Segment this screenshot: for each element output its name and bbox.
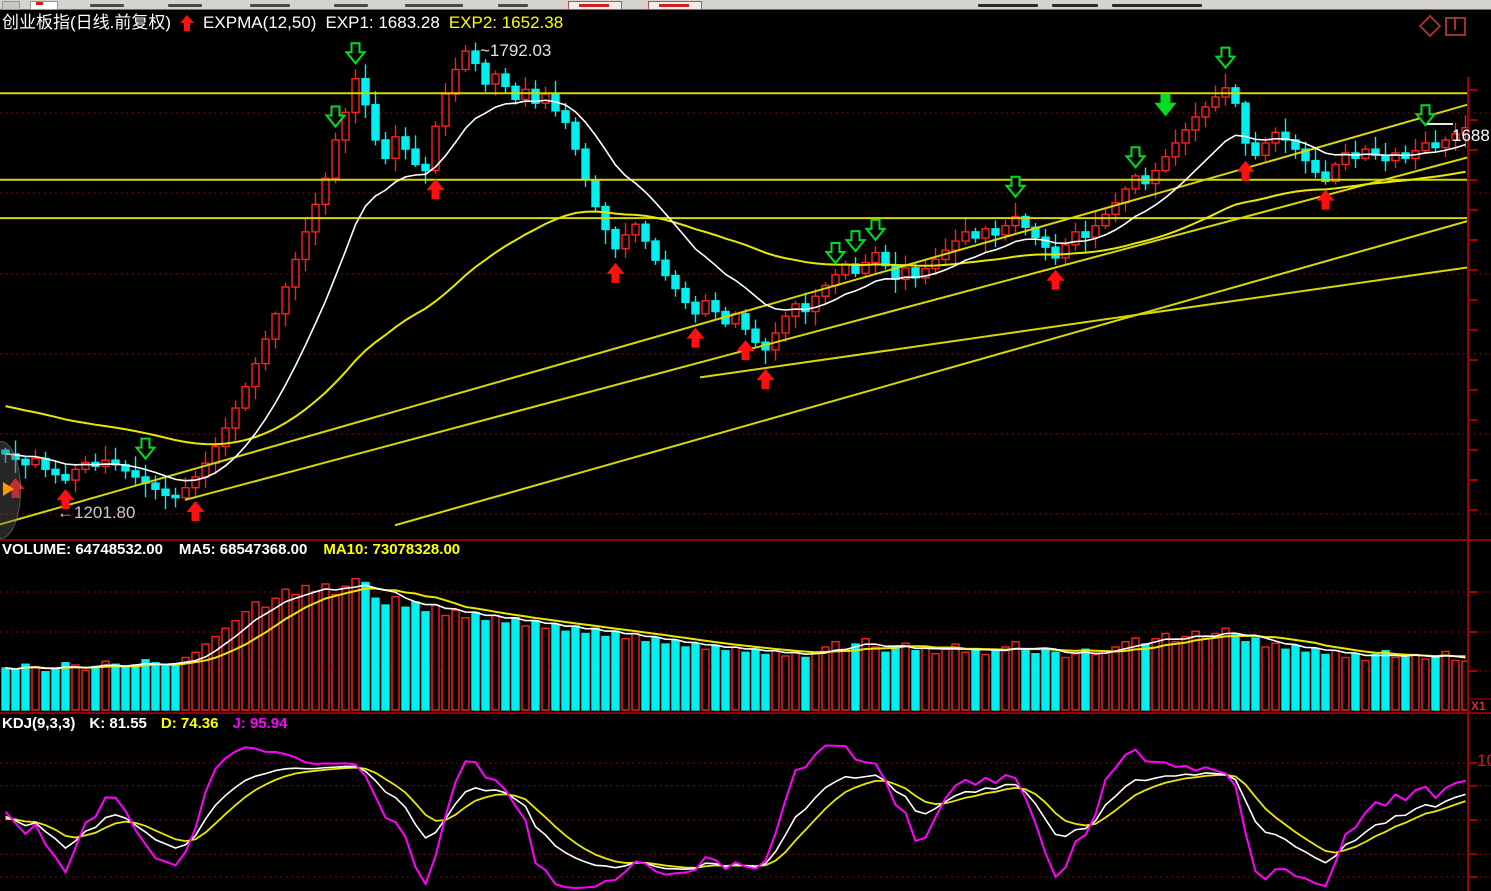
kdj-j-value: J: 95.94 — [232, 715, 288, 732]
indicator-name: EXPMA(12,50) — [203, 13, 317, 32]
menu-item-fragment[interactable] — [334, 4, 368, 7]
split-window-icon[interactable] — [1445, 17, 1466, 36]
logo-red-mark — [36, 2, 43, 5]
volume-pane-header: VOLUME: 64748532.00 MA5: 68547368.00 MA1… — [2, 542, 460, 557]
volume-ma5-value: MA5: 68547368.00 — [178, 541, 308, 558]
volume-value: VOLUME: 64748532.00 — [2, 541, 163, 558]
menu-bar-cropped[interactable] — [0, 0, 1491, 10]
status-text-fragment — [978, 4, 1038, 7]
exp2-value: EXP2: 1652.38 — [448, 13, 564, 32]
high-price-annotation: ~1792.03 — [480, 41, 552, 60]
last-price-label: 1688 — [1452, 126, 1490, 145]
menu-button-red-2[interactable] — [648, 1, 702, 10]
menu-item-fragment[interactable] — [250, 4, 290, 7]
menu-item-fragment[interactable] — [405, 4, 463, 7]
menu-item-fragment[interactable] — [498, 4, 528, 7]
kdj-pane-header: KDJ(9,3,3) K: 81.55 D: 74.36 J: 95.94 — [2, 716, 288, 731]
kdj-d-value: D: 74.36 — [160, 715, 219, 732]
low-price-annotation: ←1201.80 — [57, 503, 136, 522]
expand-arrow-icon[interactable] — [3, 482, 14, 496]
status-text-fragment — [1112, 4, 1202, 7]
kdj-scale-label: 100 — [1477, 751, 1491, 770]
exp1-value: EXP1: 1683.28 — [325, 13, 440, 32]
instrument-title: 创业板指(日线.前复权) — [2, 13, 172, 32]
up-arrow-icon — [180, 14, 195, 31]
menu-item-fragment[interactable] — [168, 4, 202, 7]
logo-icon — [30, 1, 58, 10]
volume-scale-label: X1 — [1471, 699, 1486, 713]
kdj-k-value: K: 81.55 — [89, 715, 147, 732]
last-price-marker — [1427, 123, 1453, 125]
diamond-icon[interactable] — [1418, 14, 1442, 38]
menu-button-red-1[interactable] — [568, 1, 622, 10]
kdj-name: KDJ(9,3,3) — [2, 715, 76, 732]
app-icon[interactable] — [2, 1, 20, 10]
volume-ma10-value: MA10: 73078328.00 — [323, 541, 461, 558]
price-pane-header: 创业板指(日线.前复权) EXPMA(12,50) EXP1: 1683.28 … — [2, 14, 563, 31]
menu-item-fragment[interactable] — [90, 4, 124, 7]
status-text-fragment — [1052, 4, 1098, 7]
